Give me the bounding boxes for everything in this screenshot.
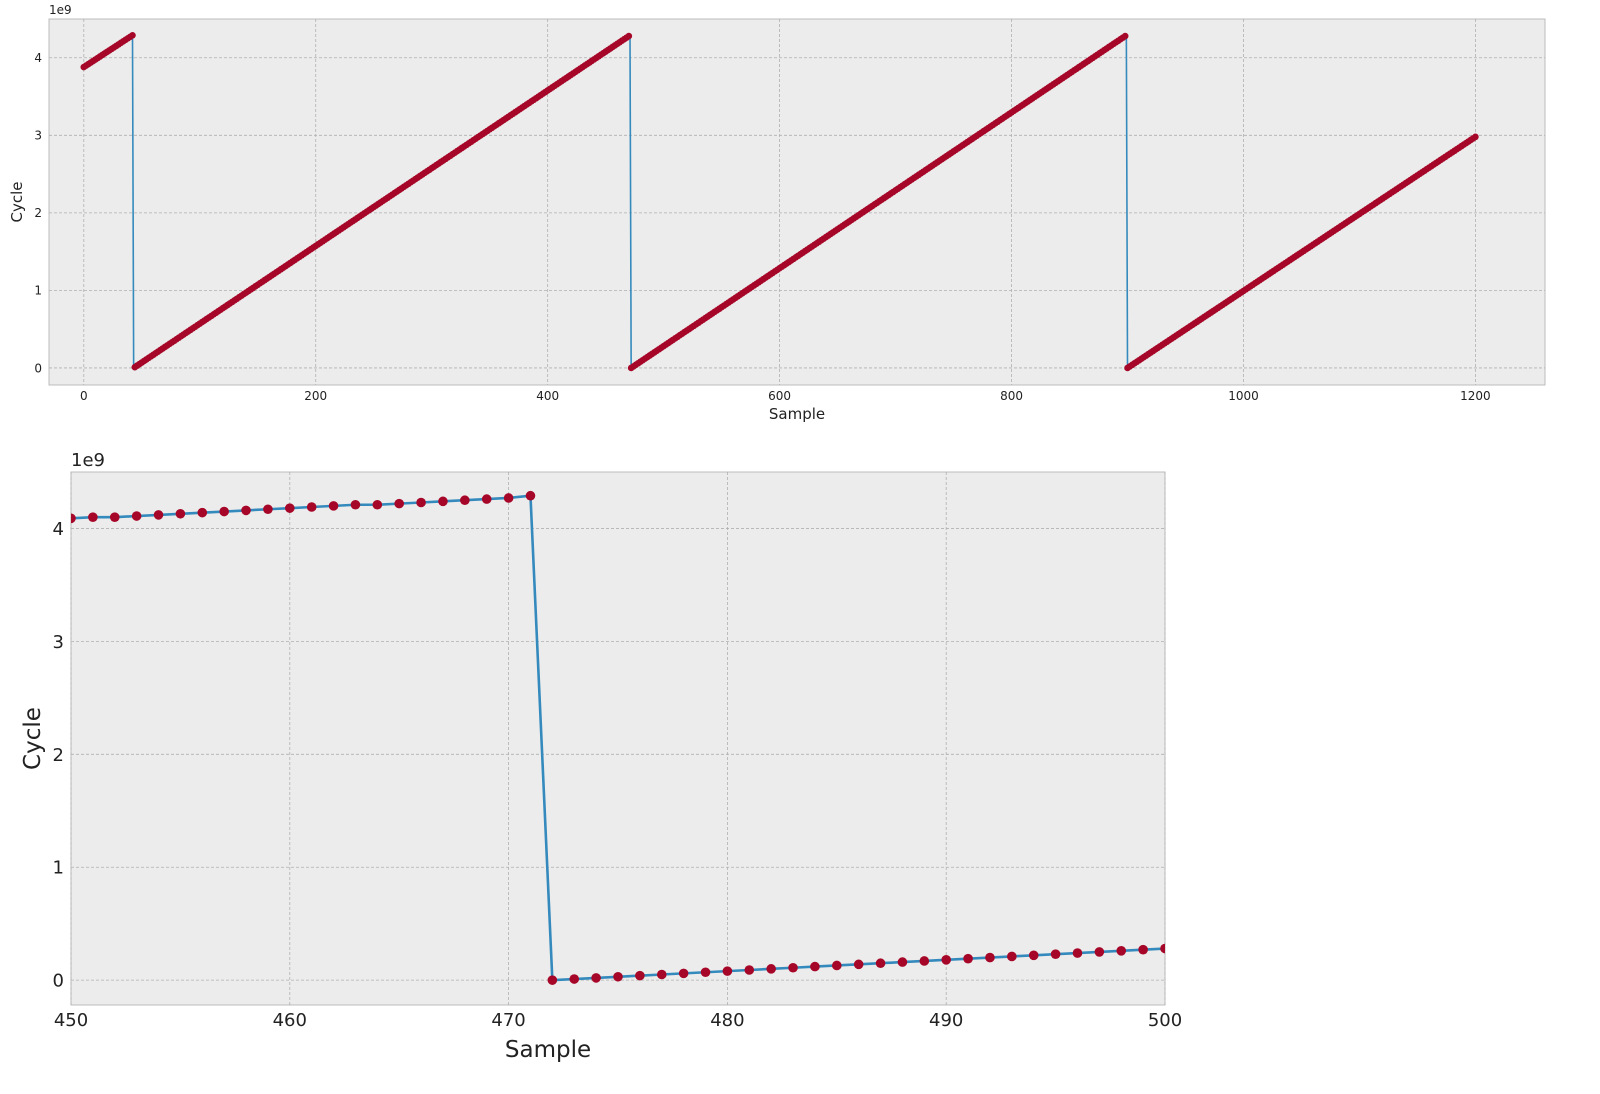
x-tick-label: 200 xyxy=(304,389,327,403)
y-tick-label: 2 xyxy=(53,745,64,766)
data-point xyxy=(525,490,536,501)
data-point xyxy=(1160,943,1165,954)
x-tick-label: 1200 xyxy=(1460,389,1491,403)
x-tick-label: 0 xyxy=(80,389,88,403)
data-point xyxy=(88,512,98,522)
data-point xyxy=(1116,946,1127,956)
data-point xyxy=(985,952,995,963)
data-point xyxy=(394,498,405,509)
x-tick-label: 800 xyxy=(1000,389,1023,403)
x-tick-label: 450 xyxy=(54,1010,88,1031)
data-point xyxy=(219,506,229,517)
data-point xyxy=(722,966,733,976)
data-point xyxy=(175,508,186,519)
data-point xyxy=(832,960,842,971)
data-point xyxy=(1121,32,1129,40)
data-point xyxy=(853,959,864,970)
plot-series xyxy=(80,31,1479,372)
data-point xyxy=(438,496,448,507)
data-point xyxy=(788,962,798,973)
y-tick-label: 2 xyxy=(34,206,42,220)
data-point xyxy=(1028,950,1039,961)
data-point xyxy=(635,970,645,981)
data-point xyxy=(810,961,820,972)
data-point xyxy=(1138,944,1148,955)
plot-area xyxy=(48,18,1546,386)
data-point xyxy=(372,499,383,510)
data-point xyxy=(285,503,295,513)
x-tick-label: 480 xyxy=(710,1010,744,1031)
x-tick-label: 490 xyxy=(929,1010,963,1031)
plot-series xyxy=(71,490,1165,985)
y-tick-label: 4 xyxy=(34,51,42,65)
data-point xyxy=(131,511,142,521)
data-point xyxy=(153,510,164,520)
data-point xyxy=(941,955,951,965)
data-point xyxy=(656,969,667,980)
data-point xyxy=(613,971,623,982)
data-point xyxy=(129,31,136,39)
data-point xyxy=(197,507,208,518)
x-tick-label: 400 xyxy=(536,389,559,403)
y-tick-label: 0 xyxy=(34,361,42,375)
data-point xyxy=(678,968,689,979)
data-point xyxy=(503,493,514,503)
y-tick-label: 1 xyxy=(53,858,64,879)
bottom-chart: 450 460 470 480 490 500 0 1 2 3 4 1e9 Sample Cycle xyxy=(20,450,1182,1063)
data-point xyxy=(766,964,776,974)
top-chart: 0 200 400 600 800 1000 1200 0 1 2 3 4 1e9 Sample Cycle xyxy=(8,3,1546,423)
data-point xyxy=(460,495,470,506)
data-point xyxy=(350,499,361,510)
data-point xyxy=(263,504,273,515)
y-axis-label: Cycle xyxy=(20,707,46,770)
data-point xyxy=(1472,133,1479,141)
plot-area xyxy=(70,471,1166,1006)
y-tick-label: 4 xyxy=(53,519,64,540)
data-point xyxy=(1050,949,1061,959)
data-point xyxy=(71,513,76,524)
data-point xyxy=(625,32,633,40)
x-tick-label: 460 xyxy=(273,1010,307,1031)
data-point xyxy=(328,501,339,511)
y-offset-label: 1e9 xyxy=(49,3,72,17)
data-point xyxy=(1072,948,1083,958)
y-tick-label: 1 xyxy=(34,284,42,298)
data-point xyxy=(963,953,973,964)
y-tick-label: 0 xyxy=(53,971,64,992)
data-point xyxy=(481,494,492,504)
data-point xyxy=(569,974,580,984)
y-tick-label: 3 xyxy=(53,632,64,653)
y-axis-label: Cycle xyxy=(8,182,26,223)
data-point xyxy=(416,497,426,508)
x-axis-label: Sample xyxy=(769,405,825,423)
x-axis-label: Sample xyxy=(505,1037,591,1063)
data-point xyxy=(897,957,908,967)
y-offset-label: 1e9 xyxy=(71,450,105,471)
data-point xyxy=(547,975,558,985)
x-tick-label: 470 xyxy=(491,1010,525,1031)
y-tick-label: 3 xyxy=(34,129,42,143)
data-point xyxy=(306,502,317,512)
data-point xyxy=(919,956,930,966)
data-point xyxy=(591,973,601,983)
data-point xyxy=(241,505,251,516)
x-tick-label: 600 xyxy=(768,389,791,403)
data-point xyxy=(109,512,120,522)
x-tick-label: 500 xyxy=(1148,1010,1182,1031)
x-tick-label: 1000 xyxy=(1228,389,1259,403)
data-point xyxy=(700,967,711,978)
data-point xyxy=(744,965,755,975)
data-point xyxy=(875,958,886,969)
data-point xyxy=(1094,947,1105,957)
data-point xyxy=(1007,951,1017,962)
